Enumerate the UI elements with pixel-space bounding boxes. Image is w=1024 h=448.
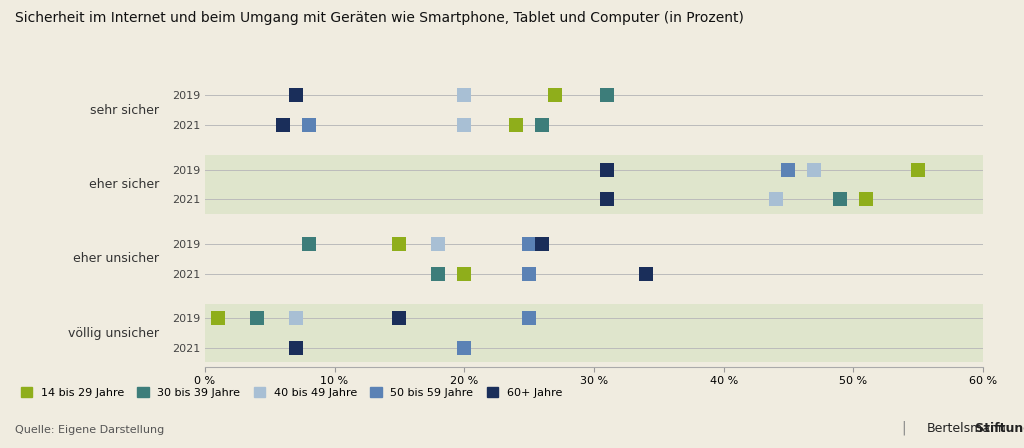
Point: [599, 92, 615, 99]
Bar: [205, 155, 983, 214]
Point: [288, 92, 304, 99]
Point: [767, 196, 783, 203]
Point: [456, 270, 472, 277]
Point: [521, 241, 538, 248]
Point: [430, 270, 446, 277]
Text: |: |: [901, 420, 906, 435]
Text: eher unsicher: eher unsicher: [74, 252, 160, 265]
Point: [858, 196, 874, 203]
Point: [780, 166, 797, 173]
Point: [767, 196, 783, 203]
Point: [534, 121, 550, 129]
Text: völlig unsicher: völlig unsicher: [69, 327, 160, 340]
Point: [806, 166, 822, 173]
Point: [599, 166, 615, 173]
Point: [456, 121, 472, 129]
Point: [288, 315, 304, 322]
Point: [456, 92, 472, 99]
Text: eher sicher: eher sicher: [89, 178, 160, 191]
Point: [300, 241, 316, 248]
Point: [456, 270, 472, 277]
Point: [521, 315, 538, 322]
Point: [288, 345, 304, 352]
Bar: [205, 304, 983, 362]
Point: [508, 121, 524, 129]
Point: [521, 270, 538, 277]
Point: [599, 196, 615, 203]
Point: [456, 345, 472, 352]
Point: [534, 241, 550, 248]
Point: [806, 166, 822, 173]
Point: [430, 241, 446, 248]
Text: Quelle: Eigene Darstellung: Quelle: Eigene Darstellung: [15, 425, 165, 435]
Point: [300, 121, 316, 129]
Legend: 14 bis 29 Jahre, 30 bis 39 Jahre, 40 bis 49 Jahre, 50 bis 59 Jahre, 60+ Jahre: 14 bis 29 Jahre, 30 bis 39 Jahre, 40 bis…: [20, 387, 562, 398]
Point: [391, 315, 408, 322]
Point: [274, 121, 291, 129]
Text: Bertelsmann: Bertelsmann: [927, 422, 1007, 435]
Point: [833, 196, 849, 203]
Point: [288, 345, 304, 352]
Point: [547, 92, 563, 99]
Point: [249, 315, 265, 322]
Point: [456, 92, 472, 99]
Point: [638, 270, 654, 277]
Point: [910, 166, 927, 173]
Point: [391, 241, 408, 248]
Text: sehr sicher: sehr sicher: [90, 104, 160, 117]
Text: Sicherheit im Internet und beim Umgang mit Geräten wie Smartphone, Tablet und Co: Sicherheit im Internet und beim Umgang m…: [15, 11, 744, 25]
Text: Stiftung: Stiftung: [927, 422, 1024, 435]
Point: [210, 315, 226, 322]
